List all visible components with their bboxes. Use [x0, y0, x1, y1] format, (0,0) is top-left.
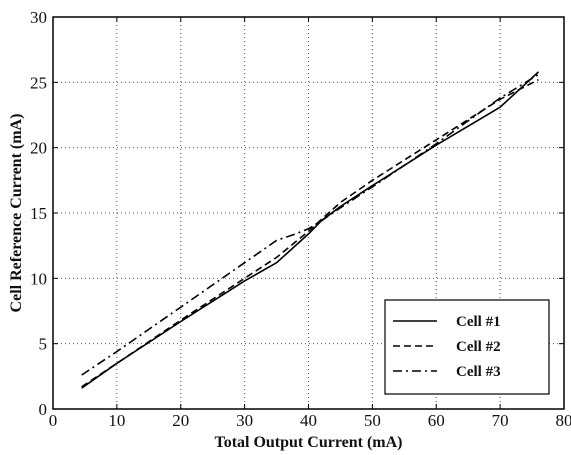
legend-label-cell-1: Cell #1 — [456, 314, 501, 330]
x-tick-label: 10 — [108, 411, 125, 430]
y-axis-label: Cell Reference Current (mA) — [8, 114, 25, 313]
series-group — [81, 71, 540, 389]
y-tick-label: 5 — [39, 335, 48, 354]
x-tick-label: 20 — [172, 411, 189, 430]
x-tick-label: 0 — [49, 411, 58, 430]
y-tick-label: 10 — [30, 269, 47, 288]
y-tick-label: 25 — [30, 73, 47, 92]
legend-box — [384, 299, 550, 395]
y-tick-label: 0 — [39, 400, 48, 419]
x-tick-label: 80 — [556, 411, 571, 430]
x-tick-label: 40 — [300, 411, 317, 430]
series-line-cell-2 — [81, 78, 539, 388]
legend-label-cell-3: Cell #3 — [456, 364, 501, 380]
x-tick-label: 60 — [428, 411, 445, 430]
x-tick-label: 30 — [236, 411, 253, 430]
x-tick-label: 70 — [492, 411, 509, 430]
x-axis-label: Total Output Current (mA) — [214, 434, 402, 451]
legend: Cell #1 Cell #2 Cell #3 — [384, 299, 550, 395]
x-tick-label: 50 — [364, 411, 381, 430]
legend-label-cell-2: Cell #2 — [456, 339, 501, 355]
y-tick-label: 30 — [30, 8, 47, 27]
grid — [53, 17, 564, 409]
series-line-cell-3 — [81, 73, 539, 376]
y-tick-label: 20 — [30, 139, 47, 158]
series-line-cell-1 — [81, 71, 540, 389]
tick-labels: 0 10 20 30 40 50 60 70 80 0 5 10 15 20 25 30 — [30, 8, 571, 430]
y-tick-label: 15 — [30, 204, 47, 223]
